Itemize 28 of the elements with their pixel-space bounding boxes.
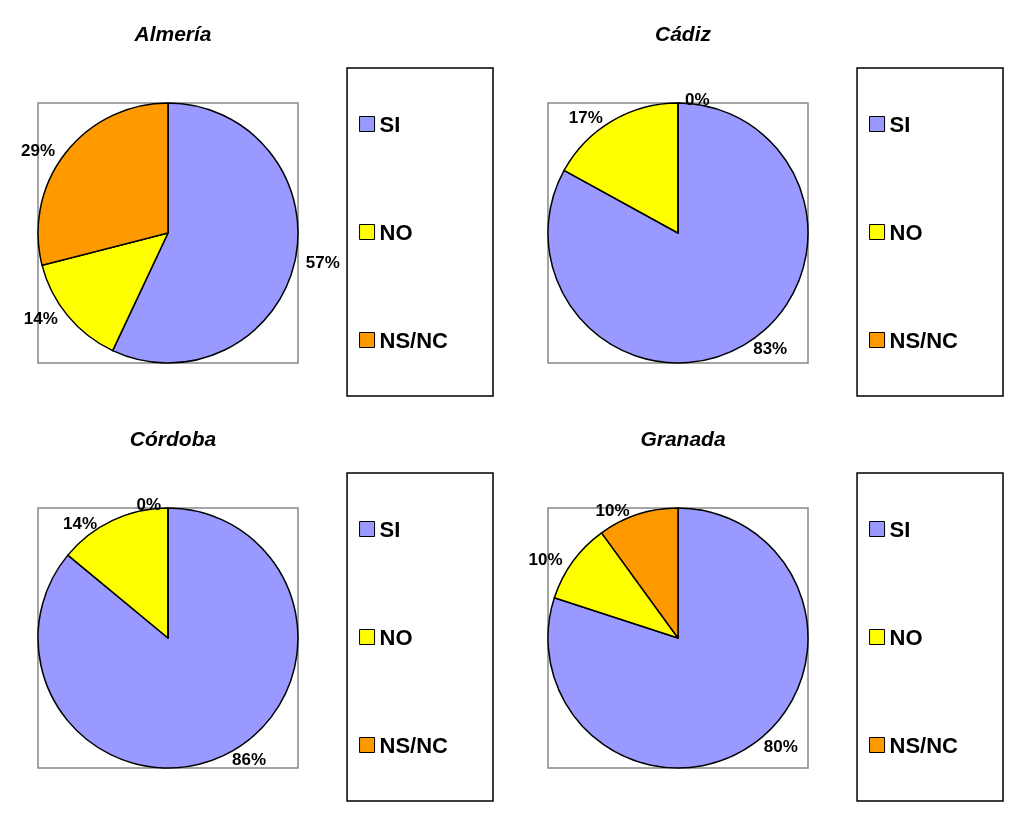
data-label: 10% <box>528 549 563 569</box>
legend-label: NO <box>379 219 413 245</box>
chart-title: Córdoba <box>129 427 217 450</box>
data-label: 17% <box>568 108 603 128</box>
data-label: 14% <box>23 308 58 328</box>
data-label: 80% <box>763 736 798 756</box>
legend-label: NS/NC <box>889 732 959 758</box>
legend-label: SI <box>379 516 401 542</box>
legend-label: NS/NC <box>379 327 449 353</box>
legend-label: NO <box>379 624 413 650</box>
data-label: 86% <box>232 749 267 769</box>
legend-label: SI <box>889 516 911 542</box>
legend-label: NS/NC <box>379 732 449 758</box>
data-label: 14% <box>63 513 98 533</box>
legend-label: SI <box>379 111 401 137</box>
text: 0% <box>685 89 710 109</box>
data-label: 10% <box>595 501 630 521</box>
data-label: 57% <box>305 252 340 272</box>
chart-title: Granada <box>640 427 726 450</box>
legend-label: NS/NC <box>889 327 959 353</box>
chart-title: Almería <box>133 22 212 45</box>
text: 0% <box>136 494 161 514</box>
data-label: 29% <box>21 141 56 161</box>
legend-label: SI <box>889 111 911 137</box>
data-label: 83% <box>753 338 788 358</box>
chart-title: Cádiz <box>654 22 712 45</box>
legend-label: NO <box>889 624 923 650</box>
legend-label: NO <box>889 219 923 245</box>
